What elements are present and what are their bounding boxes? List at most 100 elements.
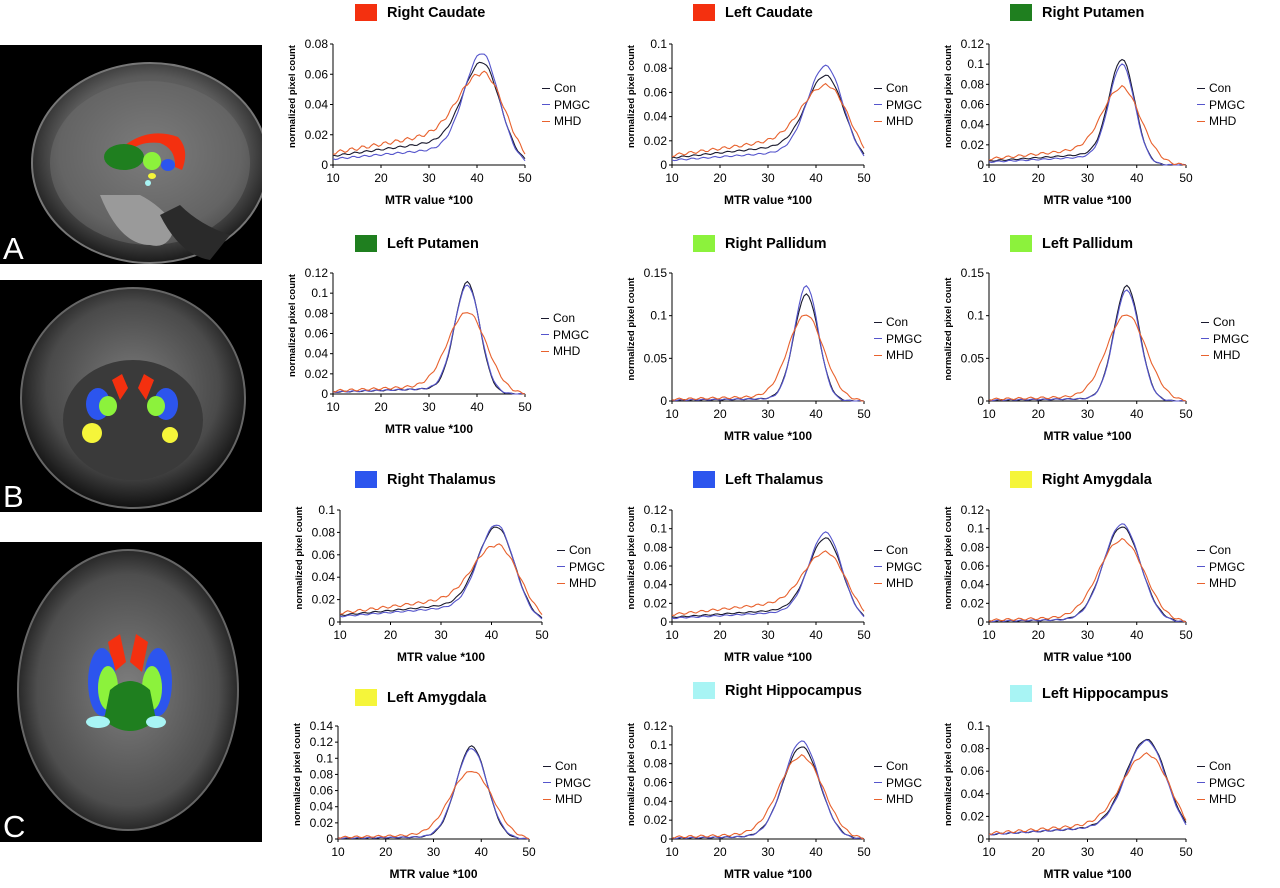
legend-label: MHD bbox=[1209, 114, 1237, 129]
title-text-right-hippocampus: Right Hippocampus bbox=[725, 682, 862, 699]
x-tick-label: 30 bbox=[1081, 171, 1095, 185]
series-line-con bbox=[337, 745, 530, 840]
y-tick-label: 0.04 bbox=[312, 570, 336, 584]
legend-label: Con bbox=[555, 759, 578, 774]
series-line-pmgc bbox=[671, 64, 865, 162]
x-tick-label: 30 bbox=[761, 407, 775, 421]
y-tick-label: 0.06 bbox=[312, 548, 336, 562]
y-tick-label: 0.04 bbox=[644, 794, 668, 808]
legend-line bbox=[541, 334, 549, 336]
legend-label: PMGC bbox=[1209, 775, 1245, 790]
legend-line bbox=[874, 566, 882, 568]
legend-entry: MHD bbox=[541, 343, 589, 360]
y-tick-label: 0.02 bbox=[305, 128, 329, 142]
y-axis-label: normalized pixel count bbox=[287, 273, 298, 377]
x-tick-label: 50 bbox=[1179, 171, 1193, 185]
y-tick-label: 0.02 bbox=[961, 809, 985, 823]
y-tick-label: 0.08 bbox=[644, 757, 668, 771]
x-tick-label: 10 bbox=[982, 407, 996, 421]
x-tick-label: 20 bbox=[713, 171, 727, 185]
y-tick-label: 0.06 bbox=[644, 559, 668, 573]
y-tick-label: 0.08 bbox=[961, 742, 985, 756]
y-tick-label: 0 bbox=[328, 615, 335, 629]
legend-entry: MHD bbox=[874, 791, 922, 808]
y-tick-label: 0.1 bbox=[650, 37, 667, 51]
series-line-mhd bbox=[671, 314, 865, 402]
x-tick-label: 10 bbox=[665, 407, 679, 421]
legend-line bbox=[541, 350, 549, 352]
legend-line bbox=[874, 549, 882, 551]
x-tick-label: 30 bbox=[422, 400, 436, 414]
x-tick-label: 20 bbox=[1032, 171, 1046, 185]
swatch-right-caudate bbox=[355, 4, 377, 21]
legend-line bbox=[1197, 765, 1205, 767]
y-tick-label: 0 bbox=[660, 832, 667, 846]
chart-title-right-caudate: Right Caudate bbox=[355, 4, 485, 21]
x-tick-label: 50 bbox=[857, 171, 871, 185]
chart-left-amygdala: 0 0.02 0.04 0.06 0.08 0.1 0.12 0.14 10 20 30 40 50 MT… bbox=[292, 719, 536, 881]
y-tick-label: 0.02 bbox=[961, 138, 985, 152]
y-tick-label: 0.08 bbox=[644, 540, 668, 554]
series-line-pmgc bbox=[339, 524, 543, 620]
x-tick-label: 50 bbox=[1179, 845, 1193, 859]
legend-entry: PMGC bbox=[874, 775, 922, 792]
legend: Con PMGC MHD bbox=[542, 80, 590, 130]
y-tick-label: 0.12 bbox=[961, 503, 985, 517]
y-tick-label: 0.02 bbox=[310, 816, 334, 830]
legend-line bbox=[874, 582, 882, 584]
x-tick-label: 20 bbox=[374, 400, 388, 414]
y-tick-label: 0.12 bbox=[644, 719, 668, 733]
legend-label: MHD bbox=[553, 344, 581, 359]
title-text-left-caudate: Left Caudate bbox=[725, 4, 813, 21]
x-axis-label: MTR value *100 bbox=[385, 422, 473, 436]
y-tick-label: 0.04 bbox=[305, 98, 329, 112]
swatch-right-putamen bbox=[1010, 4, 1032, 21]
series-line-mhd bbox=[340, 543, 543, 615]
y-tick-label: 0.04 bbox=[961, 118, 985, 132]
legend-label: Con bbox=[553, 311, 576, 326]
x-tick-label: 20 bbox=[713, 407, 727, 421]
title-text-right-caudate: Right Caudate bbox=[387, 4, 486, 21]
x-axis-label: MTR value *100 bbox=[1043, 650, 1131, 664]
legend: Con PMGC MHD bbox=[541, 310, 589, 360]
x-axis-label: MTR value *100 bbox=[397, 650, 485, 664]
x-tick-label: 50 bbox=[535, 628, 549, 642]
legend-label: MHD bbox=[886, 792, 914, 807]
series-line-pmgc bbox=[988, 289, 1187, 402]
legend-entry: Con bbox=[874, 314, 922, 331]
chart-svg-right-amygdala: 0 0.02 0.04 0.06 0.08 0.1 0.12 10 20 30 40 50 MTR va… bbox=[943, 503, 1193, 664]
title-text-right-putamen: Right Putamen bbox=[1042, 4, 1145, 21]
legend-entry: Con bbox=[557, 542, 605, 559]
legend-line bbox=[542, 87, 550, 89]
legend-entry: PMGC bbox=[543, 775, 591, 792]
y-axis-label: normalized pixel count bbox=[294, 506, 305, 610]
legend-entry: PMGC bbox=[1197, 559, 1245, 576]
x-tick-label: 10 bbox=[326, 171, 340, 185]
legend-line bbox=[1197, 798, 1205, 800]
legend-label: Con bbox=[886, 543, 909, 558]
series-line-con bbox=[671, 537, 865, 619]
x-tick-label: 10 bbox=[665, 628, 679, 642]
y-axis-label: normalized pixel count bbox=[943, 44, 954, 148]
title-text-right-thalamus: Right Thalamus bbox=[387, 471, 496, 488]
y-tick-label: 0.02 bbox=[305, 367, 329, 381]
legend-label: PMGC bbox=[569, 559, 605, 574]
legend-line bbox=[874, 354, 882, 356]
chart-left-hippocampus: 0 0.02 0.04 0.06 0.08 0.1 10 20 30 40 50 MTR value … bbox=[943, 719, 1193, 881]
legend-entry: MHD bbox=[1197, 791, 1245, 808]
x-tick-label: 30 bbox=[1081, 407, 1095, 421]
chart-title-left-putamen: Left Putamen bbox=[355, 235, 479, 252]
legend-line bbox=[1197, 566, 1205, 568]
x-tick-label: 20 bbox=[379, 845, 393, 859]
legend-line bbox=[1197, 549, 1205, 551]
y-tick-label: 0.02 bbox=[312, 593, 336, 607]
legend-label: PMGC bbox=[886, 331, 922, 346]
y-tick-label: 0.1 bbox=[650, 738, 667, 752]
legend-entry: MHD bbox=[874, 575, 922, 592]
y-tick-label: 0.08 bbox=[961, 540, 985, 554]
chart-title-right-amygdala: Right Amygdala bbox=[1010, 471, 1152, 488]
legend-line bbox=[874, 87, 882, 89]
legend-line bbox=[543, 798, 551, 800]
swatch-left-putamen bbox=[355, 235, 377, 252]
legend-line bbox=[1201, 338, 1209, 340]
